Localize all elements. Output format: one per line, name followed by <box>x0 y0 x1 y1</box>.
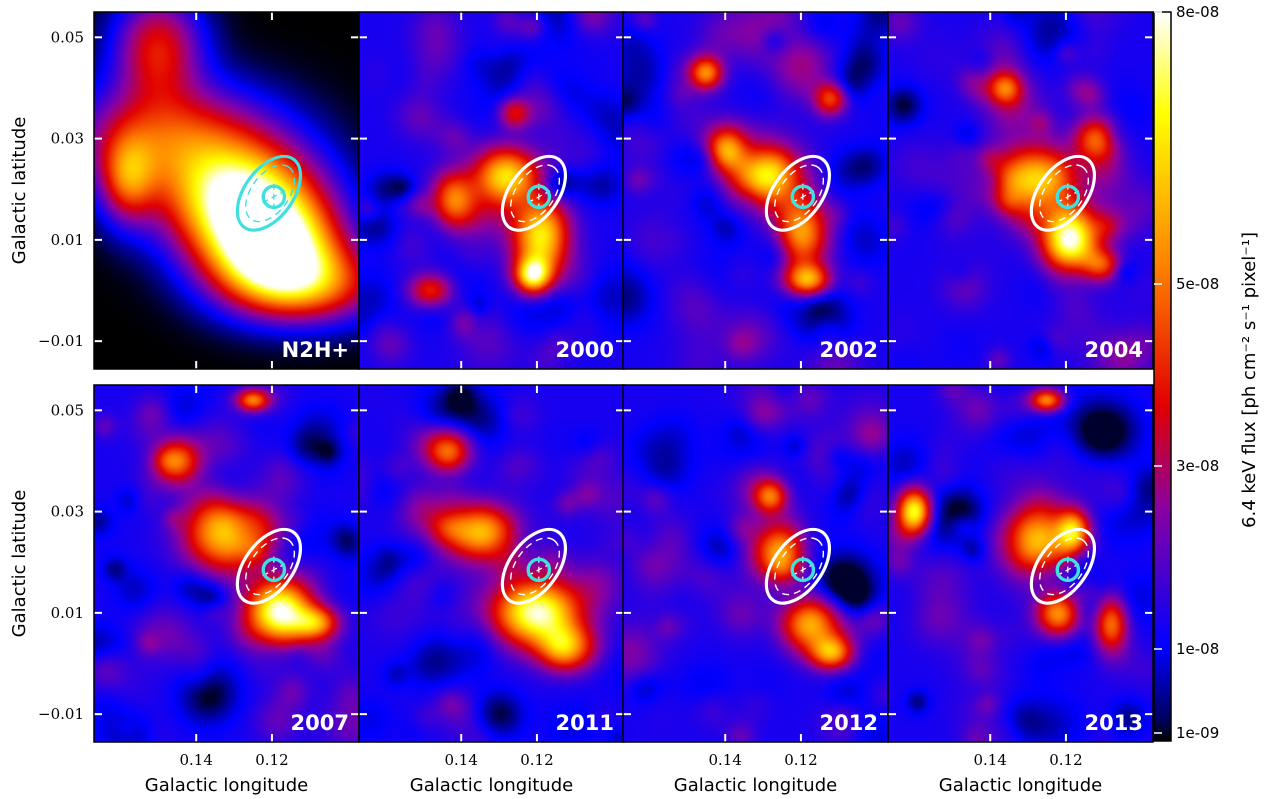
x-tick-label: 0.12 <box>1049 751 1082 769</box>
x-tick-label: 0.12 <box>784 751 817 769</box>
x-tick-label: 0.14 <box>445 751 478 769</box>
panel-frame <box>887 384 1154 743</box>
x-axis-title: Galactic longitude <box>674 775 837 796</box>
outer-region-ellipse <box>1029 527 1097 605</box>
x-axis-title: Galactic longitude <box>145 775 308 796</box>
heatmap-image <box>888 12 1153 369</box>
colorbar-bar <box>1153 11 1172 742</box>
y-tick-label: 0.01 <box>51 231 84 249</box>
region-circle <box>526 184 552 210</box>
inner-region-ellipse <box>773 164 825 223</box>
map-panel-2004: 2004 <box>887 11 1154 370</box>
colorbar-tick-label: 5e-08 <box>1176 275 1219 293</box>
panel-frame <box>887 11 1154 370</box>
region-circle <box>261 184 287 210</box>
y-axis-title: Galactic latitude <box>9 490 30 638</box>
panel-label: N2H+ <box>282 338 349 362</box>
panel-label: 2002 <box>820 338 878 362</box>
map-panel-2000: 2000 <box>358 11 625 370</box>
heatmap-image <box>623 12 888 369</box>
heatmap-image <box>359 385 624 742</box>
panel-label: 2013 <box>1085 711 1143 735</box>
colorbar: 8e-08 5e-08 3e-08 1e-08 1e-09 6.4 keV flux [… <box>1153 3 1260 742</box>
outer-region-ellipse <box>764 527 832 605</box>
outer-region-ellipse <box>1029 154 1097 232</box>
map-panel-2002: 2002 <box>622 11 889 370</box>
y-tick-label: 0.05 <box>51 401 84 419</box>
region-circle <box>790 184 816 210</box>
x-tick-label: 0.14 <box>180 751 213 769</box>
heatmap-image <box>94 385 359 742</box>
inner-region-ellipse <box>1038 537 1090 596</box>
outer-region-ellipse <box>764 154 832 232</box>
map-panel-n2h: N2H+ <box>93 11 360 370</box>
map-panel-2011: 2011 <box>358 384 625 743</box>
outer-region-ellipse <box>500 154 568 232</box>
panel-label: 2012 <box>820 711 878 735</box>
map-panel-2013: 2013 <box>887 384 1154 743</box>
colorbar-tick-label: 8e-08 <box>1176 3 1219 21</box>
inner-region-ellipse <box>1038 164 1090 223</box>
heatmap-image <box>888 385 1153 742</box>
region-circle <box>261 557 287 583</box>
colorbar-tick-label: 1e-09 <box>1176 724 1219 742</box>
y-tick-label: 0.03 <box>51 130 84 148</box>
colorbar-tick-label: 3e-08 <box>1176 457 1219 475</box>
y-tick-label: −0.01 <box>38 705 84 723</box>
region-circle <box>526 557 552 583</box>
inner-region-ellipse <box>244 537 296 596</box>
colorbar-tick-label: 1e-08 <box>1176 640 1219 658</box>
outer-region-ellipse <box>235 527 303 605</box>
panel-label: 2000 <box>556 338 614 362</box>
heatmap-image <box>359 12 624 369</box>
x-axis-title: Galactic longitude <box>939 775 1102 796</box>
inner-region-ellipse <box>509 164 561 223</box>
outer-region-ellipse <box>235 154 303 232</box>
inner-region-ellipse <box>509 537 561 596</box>
heatmap-image <box>94 12 359 369</box>
panel-label: 2004 <box>1085 338 1143 362</box>
region-circle <box>1055 184 1081 210</box>
outer-region-ellipse <box>500 527 568 605</box>
map-panel-2012: 2012 <box>622 384 889 743</box>
x-axis-title: Galactic longitude <box>410 775 573 796</box>
panel-grid: N2H+ 2000 2002 2004 2007 2011 2012 2013 <box>93 11 1154 743</box>
y-tick-label: 0.01 <box>51 604 84 622</box>
inner-region-ellipse <box>773 537 825 596</box>
inner-region-ellipse <box>244 164 296 223</box>
x-tick-label: 0.12 <box>255 751 288 769</box>
y-tick-label: 0.03 <box>51 503 84 521</box>
x-tick-label: 0.12 <box>520 751 553 769</box>
heatmap-image <box>623 385 888 742</box>
x-tick-label: 0.14 <box>974 751 1007 769</box>
y-tick-label: −0.01 <box>38 332 84 350</box>
panel-label: 2007 <box>291 711 349 735</box>
x-tick-label: 0.14 <box>709 751 742 769</box>
y-axis-title: Galactic latitude <box>9 117 30 265</box>
region-circle <box>790 557 816 583</box>
map-panel-2007: 2007 <box>93 384 360 743</box>
panel-label: 2011 <box>556 711 614 735</box>
colorbar-label: 6.4 keV flux [ph cm⁻² s⁻¹ pixel⁻¹] <box>1239 232 1260 528</box>
y-tick-label: 0.05 <box>51 28 84 46</box>
region-circle <box>1055 557 1081 583</box>
colorbar-ticks: 8e-08 5e-08 3e-08 1e-08 1e-09 <box>1154 3 1219 742</box>
axis-labels: 0.05 0.03 0.01 −0.01 Galactic latitude 0.05 0.… <box>9 28 1102 796</box>
